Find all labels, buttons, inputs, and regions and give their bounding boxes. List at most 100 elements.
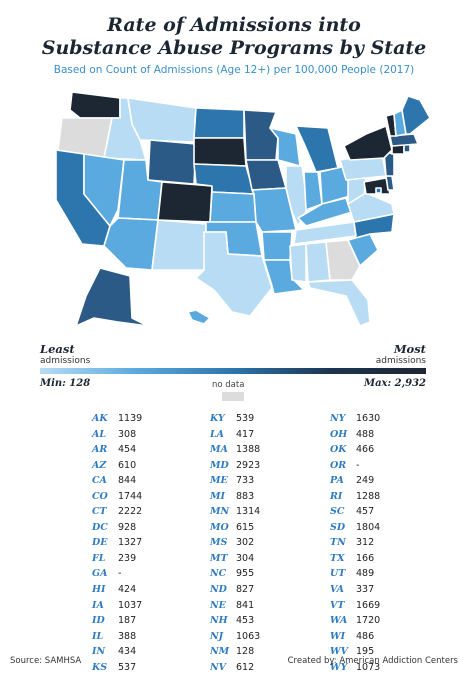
chart-subtitle: Based on Count of Admissions (Age 12+) p… [53,64,415,76]
state-row-sd: SD 1804 [330,517,380,533]
legend-least-sublabel: admissions [40,356,91,366]
state-AK [75,267,149,327]
state-abbr: IN [92,646,106,658]
state-value: 453 [236,615,255,627]
state-value: 844 [118,475,137,487]
state-row-fl: FL 239 [92,548,142,564]
state-MT [127,97,197,143]
state-row-wa: WA 1720 [330,610,380,626]
state-KS [209,191,257,223]
state-row-or: OR - [330,455,380,471]
state-abbr: MN [210,506,230,518]
state-value: 610 [118,459,137,471]
state-WA [69,91,121,119]
state-row-id: ID 187 [92,610,142,626]
state-row-wv: WV 195 [330,641,380,657]
state-HI [187,309,211,325]
state-row-nv: NV 612 [210,657,260,673]
state-NV [83,153,125,227]
state-row-md: MD 2923 [210,455,260,471]
state-value: 539 [236,413,255,424]
state-abbr: OK [330,444,347,456]
state-abbr: TX [330,552,345,564]
state-row-az: AZ 610 [92,455,142,471]
state-FL [307,279,371,327]
state-value: 537 [118,661,137,673]
state-value: 1804 [356,521,381,533]
state-value: 612 [236,661,255,673]
state-row-ms: MS 302 [210,532,260,548]
state-value: 434 [118,646,137,658]
state-value: 1630 [356,413,381,424]
state-row-ia: IA 1037 [92,595,142,611]
state-abbr: ID [92,615,105,627]
state-TX [195,231,273,317]
legend-min-label: Min: 128 [40,378,91,389]
state-row-hi: HI 424 [92,579,142,595]
state-MD [363,177,391,195]
state-row-in: IN 434 [92,641,142,657]
state-abbr: MD [210,459,229,471]
state-abbr: NJ [210,630,224,642]
state-abbr: IL [92,630,104,642]
state-abbr: VT [330,599,345,611]
state-abbr: TN [330,537,346,549]
state-value: 489 [356,568,375,580]
state-value: 424 [118,584,137,596]
state-row-sc: SC 457 [330,501,380,517]
state-value: - [356,459,360,471]
state-row-dc: DC 928 [92,517,142,533]
state-abbr: ND [210,584,227,596]
state-abbr: WY [330,661,348,673]
state-row-nj: NJ 1063 [210,626,260,642]
state-row-il: IL 388 [92,626,142,642]
state-abbr: KS [92,661,108,673]
state-value: 488 [356,428,375,440]
us-choropleth-map [55,91,431,327]
state-row-nh: NH 453 [210,610,260,626]
state-row-mo: MO 615 [210,517,260,533]
state-row-me: ME 733 [210,470,260,486]
state-row-co: CO 1744 [92,486,142,502]
state-value: 841 [236,599,255,611]
state-WI [269,127,301,167]
state-value: 304 [236,552,255,564]
state-abbr: UT [330,568,346,580]
state-IA [245,159,287,191]
state-value: 1314 [236,506,261,518]
legend-max-label: Max: 2,932 [364,378,426,389]
state-CO [157,181,213,223]
state-value: 883 [236,490,255,502]
state-row-nd: ND 827 [210,579,260,595]
state-value: 1720 [356,615,381,627]
state-value: 1669 [356,599,381,611]
state-abbr: GA [92,568,108,580]
state-abbr: IA [92,599,104,611]
state-row-de: DE 1327 [92,532,142,548]
source-note: Source: SAMHSA [10,656,82,666]
state-abbr: OH [330,428,348,440]
state-value: 928 [118,521,137,533]
state-value: 249 [356,475,375,487]
state-AZ [103,217,159,271]
state-value: 827 [236,584,255,596]
state-value: 312 [356,537,375,549]
state-MS [289,243,307,283]
state-IN [303,171,323,211]
state-value: 454 [118,444,137,456]
state-abbr: WA [330,615,348,627]
state-value: 1327 [118,537,143,549]
state-abbr: MT [210,552,228,564]
state-abbr: VA [330,584,345,596]
state-WY [147,139,197,185]
state-DE [385,175,395,191]
chart-title-line-1: Rate of Admissions into [107,14,361,36]
state-abbr: ME [210,475,228,487]
state-value: 388 [118,630,137,642]
state-abbr: MI [210,490,225,502]
state-value: - [118,568,122,580]
state-table-column-3: NY 1630 OH 488 OK 466 OR - PA 249 RI 1288 SC 457 SD 180… [330,408,381,673]
state-row-tx: TX 166 [330,548,380,564]
state-row-ar: AR 454 [92,439,142,455]
state-abbr: NC [210,568,227,580]
